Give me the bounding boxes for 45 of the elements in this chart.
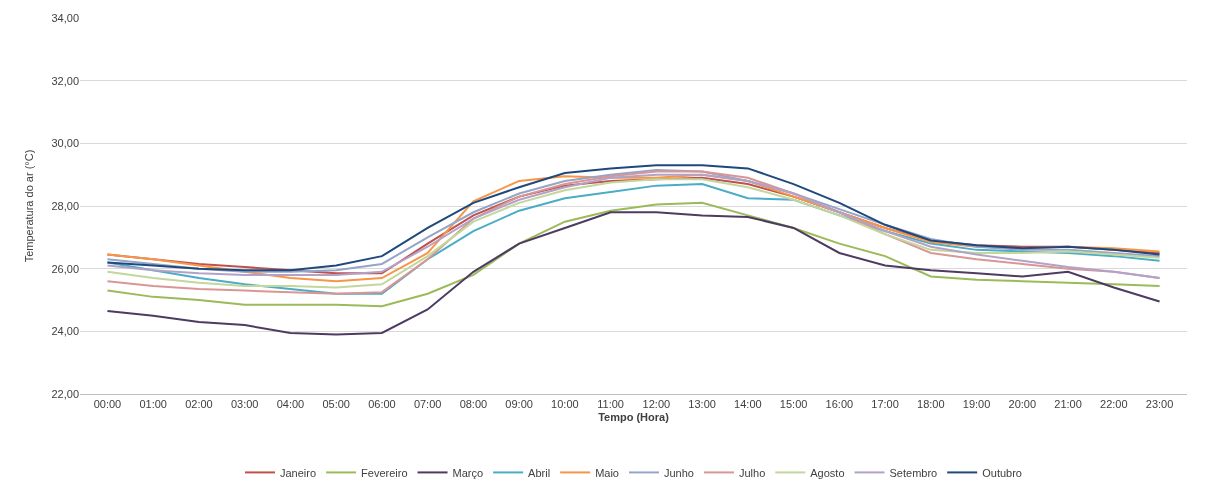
y-tick-label: 22,00 bbox=[51, 387, 79, 400]
y-tick-label: 32,00 bbox=[51, 74, 79, 87]
x-tick-label: 01:00 bbox=[139, 398, 167, 411]
x-tick-label: 13:00 bbox=[688, 398, 716, 411]
x-axis-title: Tempo (Hora) bbox=[598, 411, 670, 424]
x-tick-label: 06:00 bbox=[368, 398, 396, 411]
legend-label: Junho bbox=[663, 466, 694, 479]
y-axis-title: Temperatura do ar (°C) bbox=[23, 149, 36, 263]
x-tick-label: 20:00 bbox=[1008, 398, 1037, 411]
x-tick-label: 03:00 bbox=[230, 398, 259, 411]
y-tick-label: 34,00 bbox=[51, 11, 79, 24]
line-series bbox=[106, 201, 1161, 308]
x-tick-label: 08:00 bbox=[459, 398, 488, 411]
y-tick-label: 24,00 bbox=[51, 325, 79, 338]
legend-label: Abril bbox=[528, 466, 551, 479]
x-tick-label: 23:00 bbox=[1145, 398, 1174, 411]
legend-label: Janeiro bbox=[280, 466, 317, 479]
x-tick-label: 12:00 bbox=[642, 398, 671, 411]
x-tick-label: 18:00 bbox=[917, 398, 945, 411]
legend-label: Agosto bbox=[810, 466, 845, 479]
x-tick-label: 22:00 bbox=[1100, 398, 1128, 411]
x-tick-label: 17:00 bbox=[871, 398, 899, 411]
legend-label: Outubro bbox=[982, 466, 1022, 479]
x-tick-label: 07:00 bbox=[413, 398, 442, 411]
y-tick-label: 28,00 bbox=[51, 199, 79, 212]
y-tick-label: 30,00 bbox=[51, 137, 79, 150]
x-tick-label: 02:00 bbox=[185, 398, 213, 411]
x-tick-label: 04:00 bbox=[276, 398, 305, 411]
x-tick-label: 11:00 bbox=[597, 398, 624, 411]
legend-label: Maio bbox=[595, 466, 619, 479]
x-tick-label: 14:00 bbox=[734, 398, 762, 411]
y-tick-label: 26,00 bbox=[51, 262, 79, 275]
x-tick-label: 05:00 bbox=[322, 398, 350, 411]
x-tick-label: 19:00 bbox=[962, 398, 991, 411]
x-tick-label: 10:00 bbox=[551, 398, 579, 411]
legend-label: Setembro bbox=[889, 466, 938, 479]
x-tick-label: 09:00 bbox=[505, 398, 533, 411]
x-tick-label: 15:00 bbox=[779, 398, 808, 411]
x-tick-label: 21:00 bbox=[1054, 398, 1082, 411]
legend-label: Março bbox=[452, 466, 484, 479]
legend-label: Fevereiro bbox=[361, 466, 408, 479]
x-tick-label: 16:00 bbox=[825, 398, 854, 411]
x-tick-label: 00:00 bbox=[93, 398, 122, 411]
legend-label: Julho bbox=[738, 466, 766, 479]
line-series bbox=[106, 211, 1161, 336]
